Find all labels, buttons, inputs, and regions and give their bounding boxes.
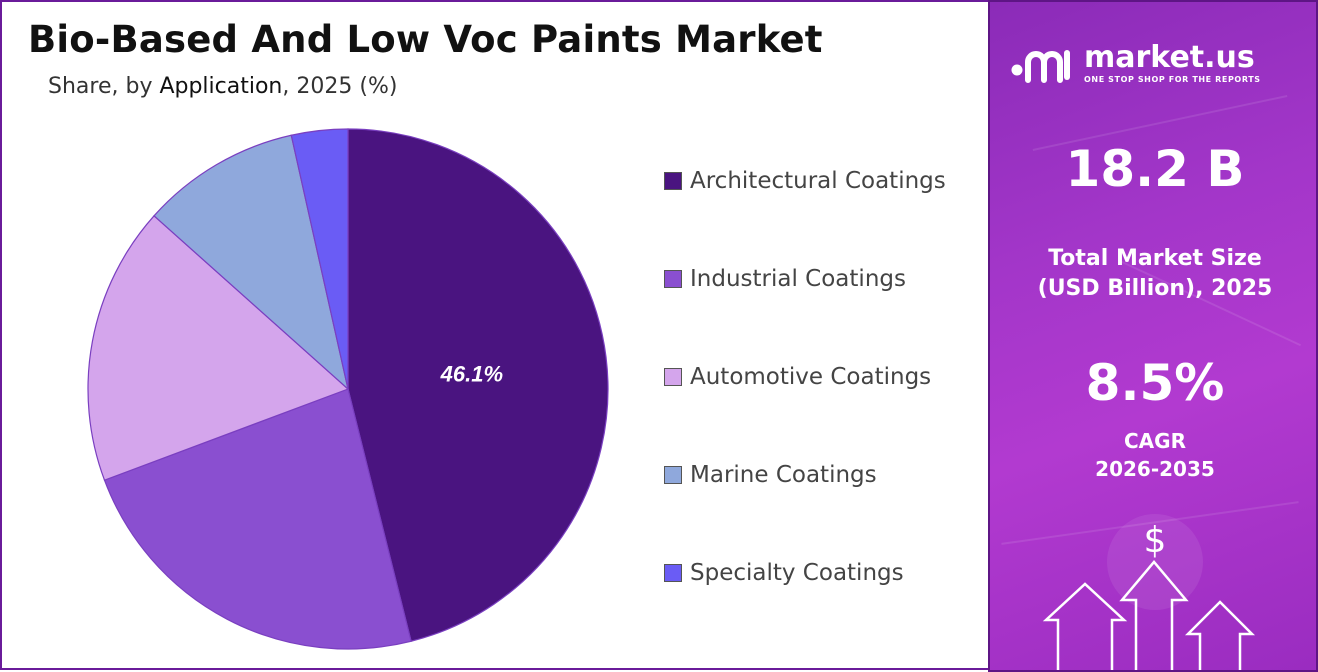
chart-title: Bio-Based And Low Voc Paints Market <box>28 18 823 61</box>
legend-swatch <box>664 270 682 288</box>
legend-label: Automotive Coatings <box>690 364 932 390</box>
pie-data-label: 46.1% <box>440 362 503 387</box>
subtitle-prefix: Share, by <box>48 74 160 99</box>
pie-slice-architectural-coatings <box>347 128 609 642</box>
market-size-label-line2: (USD Billion), 2025 <box>1037 276 1273 301</box>
legend-item: Marine Coatings <box>664 456 946 494</box>
chart-panel: Bio-Based And Low Voc Paints Market Shar… <box>0 0 988 670</box>
arrow-up-left-icon <box>1042 582 1128 670</box>
brand-tagline: ONE STOP SHOP FOR THE REPORTS <box>1084 74 1261 84</box>
pie-chart: 46.1% <box>87 128 609 650</box>
legend-label: Specialty Coatings <box>690 560 904 586</box>
legend-label: Architectural Coatings <box>690 168 946 194</box>
growth-arrows-illustration <box>1042 514 1256 670</box>
market-size-value: 18.2 B <box>1065 140 1245 198</box>
cagr-value: 8.5% <box>1085 354 1225 412</box>
subtitle-segment: Application <box>159 74 283 99</box>
legend-label: Marine Coatings <box>690 462 877 488</box>
chart-subtitle: Share, by Application, 2025 (%) <box>48 74 397 99</box>
legend-label: Industrial Coatings <box>690 266 906 292</box>
legend-item: Specialty Coatings <box>664 554 946 592</box>
legend-swatch <box>664 466 682 484</box>
cagr-label-line1: CAGR <box>1124 429 1186 453</box>
market-size-label-line1: Total Market Size <box>1048 246 1262 271</box>
chart-legend: Architectural Coatings Industrial Coating… <box>664 162 946 652</box>
brand-logo: market.us ONE STOP SHOP FOR THE REPORTS <box>1008 40 1261 86</box>
arrow-up-center-icon <box>1119 560 1189 670</box>
dollar-icon: $ <box>1143 520 1167 561</box>
summary-sidebar: market.us ONE STOP SHOP FOR THE REPORTS … <box>988 0 1318 672</box>
legend-swatch <box>664 564 682 582</box>
legend-item: Automotive Coatings <box>664 358 946 396</box>
legend-item: Industrial Coatings <box>664 260 946 298</box>
market-us-logo-icon <box>1011 50 1070 83</box>
pie-slice-automotive-coatings <box>87 214 350 481</box>
legend-swatch <box>664 172 682 190</box>
cagr-label-line2: 2026-2035 <box>1095 457 1215 481</box>
pie-slice-specialty-coatings <box>290 128 349 390</box>
brand-name: market.us <box>1084 39 1255 75</box>
subtitle-suffix: , 2025 (%) <box>282 74 398 99</box>
pie-slice-marine-coatings <box>153 134 349 391</box>
pie-slice-industrial-coatings <box>103 388 412 650</box>
legend-item: Architectural Coatings <box>664 162 946 200</box>
legend-swatch <box>664 368 682 386</box>
arrow-up-right-icon <box>1184 600 1256 670</box>
